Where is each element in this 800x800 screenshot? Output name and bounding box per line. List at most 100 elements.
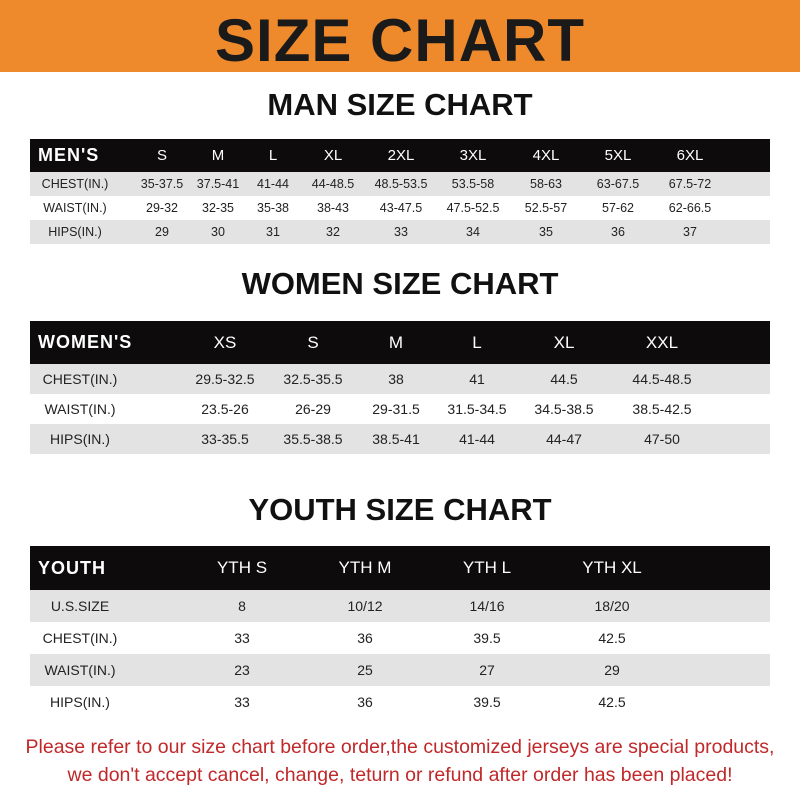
measurement-value: 38-43 bbox=[317, 201, 349, 215]
size-column-header: M bbox=[211, 147, 225, 164]
measurement-value: 10/12 bbox=[347, 598, 383, 614]
order-notice-line-1: Please refer to our size chart before or… bbox=[25, 736, 775, 758]
men-header-row: MEN'S S M L XL 2XL 3XL 4XL 5XL 6XL bbox=[30, 139, 770, 172]
measurement-value: 34.5-38.5 bbox=[534, 401, 594, 417]
women-header-label: WOMEN'S bbox=[38, 332, 133, 352]
measurement-value: 30 bbox=[211, 225, 225, 239]
measurement-value: 29-31.5 bbox=[372, 401, 420, 417]
measurement-label: U.S.SIZE bbox=[50, 598, 110, 614]
measurement-value: 38 bbox=[388, 371, 404, 387]
size-column-header: 6XL bbox=[676, 147, 704, 164]
measurement-value: 67.5-72 bbox=[668, 177, 712, 191]
measurement-value: 38.5-42.5 bbox=[632, 401, 692, 417]
size-column-header: YTH M bbox=[338, 558, 392, 577]
measurement-value: 44.5 bbox=[550, 371, 578, 387]
measurement-value: 32.5-35.5 bbox=[283, 371, 343, 387]
measurement-value: 32 bbox=[326, 225, 340, 239]
measurement-value: 32-35 bbox=[202, 201, 234, 215]
measurement-value: 8 bbox=[238, 598, 246, 614]
size-column-header: L bbox=[268, 147, 278, 164]
size-column-header: YTH S bbox=[216, 558, 268, 577]
measurement-value: 37.5-41 bbox=[196, 177, 240, 191]
measurement-value: 35.5-38.5 bbox=[283, 431, 343, 447]
measurement-value: 33-35.5 bbox=[201, 431, 249, 447]
measurement-value: 38.5-41 bbox=[372, 431, 420, 447]
measurement-value: 27 bbox=[479, 662, 495, 678]
measurement-value: 33 bbox=[234, 694, 250, 710]
measurement-value: 29 bbox=[604, 662, 620, 678]
women-section-title: WOMEN SIZE CHART bbox=[241, 266, 559, 301]
measurement-value: 23.5-26 bbox=[201, 401, 249, 417]
measurement-value: 48.5-53.5 bbox=[374, 177, 428, 191]
measurement-value: 23 bbox=[234, 662, 250, 678]
measurement-label: WAIST(IN.) bbox=[43, 201, 107, 215]
measurement-value: 47-50 bbox=[644, 431, 680, 447]
measurement-value: 52.5-57 bbox=[524, 201, 568, 215]
men-header-label: MEN'S bbox=[38, 145, 100, 165]
size-column-header: L bbox=[472, 332, 482, 352]
measurement-value: 41 bbox=[469, 371, 485, 387]
measurement-label: HIPS(IN.) bbox=[50, 694, 110, 710]
table-row: HIPS(IN.) 33 36 39.5 42.5 bbox=[30, 686, 770, 718]
size-column-header: YTH XL bbox=[582, 558, 642, 577]
measurement-value: 53.5-58 bbox=[451, 177, 495, 191]
measurement-value: 63-67.5 bbox=[596, 177, 640, 191]
size-column-header: S bbox=[156, 147, 168, 164]
measurement-label: HIPS(IN.) bbox=[50, 431, 110, 447]
measurement-value: 44-47 bbox=[546, 431, 582, 447]
title-banner bbox=[0, 0, 800, 72]
measurement-label: CHEST(IN.) bbox=[42, 371, 118, 387]
women-header-row: WOMEN'S XS S M L XL XXL bbox=[30, 321, 770, 364]
measurement-value: 62-66.5 bbox=[668, 201, 712, 215]
measurement-value: 25 bbox=[357, 662, 373, 678]
youth-section-title: YOUTH SIZE CHART bbox=[248, 492, 552, 527]
measurement-value: 37 bbox=[683, 225, 697, 239]
order-notice-line-2: we don't accept cancel, change, teturn o… bbox=[67, 764, 733, 786]
table-row: WAIST(IN.) 23.5-26 26-29 29-31.5 31.5-34.5 34… bbox=[30, 394, 770, 424]
measurement-value: 36 bbox=[357, 694, 373, 710]
measurement-value: 44.5-48.5 bbox=[632, 371, 692, 387]
measurement-value: 42.5 bbox=[598, 630, 626, 646]
size-column-header: XL bbox=[323, 147, 343, 164]
size-column-header: XXL bbox=[645, 332, 679, 352]
measurement-value: 39.5 bbox=[473, 630, 501, 646]
measurement-value: 58-63 bbox=[530, 177, 562, 191]
measurement-value: 35-38 bbox=[257, 201, 289, 215]
table-row: HIPS(IN.) 33-35.5 35.5-38.5 38.5-41 41-44 44-… bbox=[30, 424, 770, 454]
measurement-value: 36 bbox=[357, 630, 373, 646]
measurement-value: 41-44 bbox=[257, 177, 289, 191]
measurement-label: CHEST(IN.) bbox=[42, 630, 118, 646]
measurement-label: WAIST(IN.) bbox=[44, 662, 116, 678]
measurement-value: 31 bbox=[266, 225, 280, 239]
measurement-value: 39.5 bbox=[473, 694, 501, 710]
size-column-header: 4XL bbox=[532, 147, 560, 164]
youth-header-row: YOUTH YTH S YTH M YTH L YTH XL bbox=[30, 546, 770, 590]
table-row: CHEST(IN.) 33 36 39.5 42.5 bbox=[30, 622, 770, 654]
size-column-header: 3XL bbox=[459, 147, 487, 164]
measurement-value: 34 bbox=[466, 225, 480, 239]
youth-header-label: YOUTH bbox=[38, 557, 106, 578]
measurement-label: WAIST(IN.) bbox=[44, 401, 116, 417]
measurement-label: HIPS(IN.) bbox=[48, 225, 102, 239]
table-row: WAIST(IN.) 23 25 27 29 bbox=[30, 654, 770, 686]
measurement-value: 29.5-32.5 bbox=[195, 371, 255, 387]
table-row: CHEST(IN.) 29.5-32.5 32.5-35.5 38 41 44.5 44.5… bbox=[30, 364, 770, 394]
measurement-value: 57-62 bbox=[602, 201, 634, 215]
table-row: HIPS(IN.) 29 30 31 32 33 34 35 36 37 bbox=[30, 220, 770, 244]
page-title: SIZE CHART bbox=[215, 7, 585, 74]
size-column-header: S bbox=[307, 332, 319, 352]
measurement-value: 33 bbox=[394, 225, 408, 239]
measurement-label: CHEST(IN.) bbox=[41, 177, 109, 191]
measurement-value: 41-44 bbox=[459, 431, 495, 447]
measurement-value: 29-32 bbox=[146, 201, 178, 215]
size-column-header: XL bbox=[553, 332, 575, 352]
measurement-value: 29 bbox=[155, 225, 169, 239]
size-column-header: 5XL bbox=[604, 147, 632, 164]
measurement-value: 43-47.5 bbox=[379, 201, 423, 215]
size-column-header: XS bbox=[213, 332, 237, 352]
measurement-value: 35-37.5 bbox=[140, 177, 184, 191]
measurement-value: 18/20 bbox=[594, 598, 630, 614]
measurement-value: 36 bbox=[611, 225, 625, 239]
men-section-title: MAN SIZE CHART bbox=[267, 87, 533, 122]
measurement-value: 31.5-34.5 bbox=[447, 401, 507, 417]
